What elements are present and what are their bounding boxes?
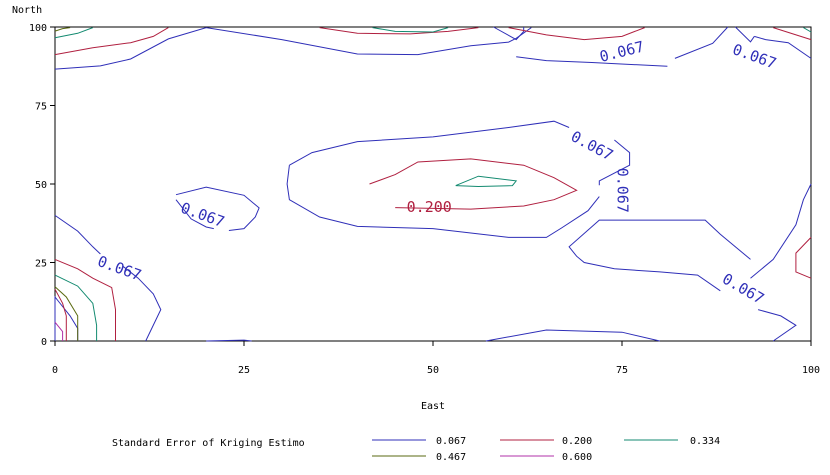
legend-label: 0.467 xyxy=(436,452,466,463)
legend: 0.067 0.200 0.334 0.467 0.600 xyxy=(372,436,720,463)
y-tick-label: 75 xyxy=(35,102,47,113)
contour-0.067-segment xyxy=(754,35,812,59)
contour-0.334-segment xyxy=(372,27,449,33)
legend-label: 0.334 xyxy=(690,436,720,447)
x-tick-label: 50 xyxy=(427,365,439,376)
contour-0.467-segment xyxy=(54,286,79,341)
contour-label: 0.067 xyxy=(95,252,144,284)
y-tick-label: 25 xyxy=(35,259,47,270)
contour-0.067-segment xyxy=(674,26,729,59)
contour-0.067-segment xyxy=(175,199,214,230)
x-tick-label: 0 xyxy=(52,365,58,376)
contour-0.067-segment xyxy=(286,165,600,238)
legend-title: Standard Error of Kriging Estimo xyxy=(112,438,305,449)
legend-label: 0.067 xyxy=(436,436,466,447)
contour-0.200-segment xyxy=(54,258,116,341)
contour-lines xyxy=(54,26,812,342)
y-tick-label: 50 xyxy=(35,180,47,191)
contour-0.067-segment xyxy=(735,26,755,43)
plot-area xyxy=(54,26,812,342)
contour-0.067-segment xyxy=(54,214,101,255)
x-tick-label: 100 xyxy=(802,365,820,376)
contour-0.200-segment xyxy=(369,158,578,210)
x-axis-title: East xyxy=(421,401,445,412)
contour-label: 0.067 xyxy=(614,168,632,213)
contour-0.334-segment xyxy=(803,27,812,33)
contour-0.467-segment xyxy=(54,27,71,32)
contour-0.067-segment xyxy=(757,309,797,342)
contour-label: 0.067 xyxy=(730,40,779,72)
contour-label: 0.067 xyxy=(568,127,616,164)
contour-0.067-segment xyxy=(54,27,532,70)
contour-0.067-segment xyxy=(485,329,660,342)
contour-0.200-segment xyxy=(319,27,479,35)
contour-label: 0.067 xyxy=(719,270,767,308)
contour-0.067-segment xyxy=(175,186,260,231)
contour-0.334-segment xyxy=(455,175,518,188)
y-axis-title: North xyxy=(12,5,42,16)
contour-label: 0.067 xyxy=(598,37,646,65)
contour-0.334-segment xyxy=(54,274,98,341)
contour-0.200-segment xyxy=(508,27,645,41)
x-tick-label: 75 xyxy=(616,365,628,376)
contour-0.334-segment xyxy=(54,27,93,39)
x-axis: 0 25 50 75 100 xyxy=(52,341,820,376)
contour-0.067-segment xyxy=(750,183,812,279)
contour-label: 0.067 xyxy=(178,199,227,231)
y-tick-label: 100 xyxy=(29,23,47,34)
contour-0.600-segment xyxy=(54,321,64,341)
contour-0.200-segment xyxy=(773,27,812,41)
contour-0.067-segment xyxy=(598,139,631,186)
contour-label: 0.200 xyxy=(407,198,452,216)
legend-label: 0.600 xyxy=(562,452,592,463)
contour-0.067-segment xyxy=(568,219,751,292)
y-tick-label: 0 xyxy=(41,337,47,348)
contour-labels: 0.067 0.067 0.067 0.067 0.067 0.200 0.067 0.067 xyxy=(95,37,779,307)
contour-0.200-segment xyxy=(795,237,812,279)
contour-0.200-segment xyxy=(54,288,67,341)
contour-0.067-segment xyxy=(206,339,252,342)
contour-0.067-segment xyxy=(122,265,162,342)
x-tick-label: 25 xyxy=(238,365,250,376)
y-axis: 0 25 50 75 100 xyxy=(29,23,55,348)
contour-0.200-segment xyxy=(54,27,169,56)
legend-label: 0.200 xyxy=(562,436,592,447)
contour-0.067-segment xyxy=(516,56,668,67)
contour-0.067-segment xyxy=(289,120,570,166)
contour-0.067-segment xyxy=(493,26,525,41)
